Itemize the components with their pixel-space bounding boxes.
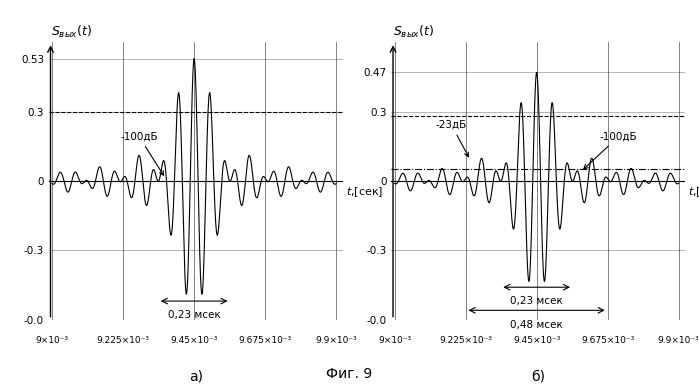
- Text: 9.45×10⁻³: 9.45×10⁻³: [513, 336, 561, 345]
- Text: 0,48 мсек: 0,48 мсек: [510, 320, 563, 330]
- Text: 9×10⁻³: 9×10⁻³: [36, 336, 69, 345]
- Text: 9.225×10⁻³: 9.225×10⁻³: [96, 336, 150, 345]
- Text: -23дБ: -23дБ: [435, 120, 468, 157]
- Text: 9.675×10⁻³: 9.675×10⁻³: [238, 336, 291, 345]
- Text: $t$,[сек]: $t$,[сек]: [346, 186, 383, 199]
- Text: $t$,[сек]: $t$,[сек]: [689, 186, 699, 199]
- Text: -100дБ: -100дБ: [120, 131, 164, 175]
- Text: 9.9×10⁻³: 9.9×10⁻³: [315, 336, 357, 345]
- Text: 9.45×10⁻³: 9.45×10⁻³: [171, 336, 218, 345]
- Text: $S_{вых}(t)$: $S_{вых}(t)$: [393, 23, 434, 40]
- Text: Фиг. 9: Фиг. 9: [326, 367, 373, 381]
- Text: 0,23 мсек: 0,23 мсек: [168, 310, 220, 320]
- Text: -100дБ: -100дБ: [584, 131, 637, 169]
- Text: 9×10⁻³: 9×10⁻³: [378, 336, 411, 345]
- Text: $S_{вых}(t)$: $S_{вых}(t)$: [50, 23, 92, 40]
- Text: б): б): [531, 370, 545, 383]
- Text: 0,23 мсек: 0,23 мсек: [510, 296, 563, 306]
- Text: 9.225×10⁻³: 9.225×10⁻³: [439, 336, 492, 345]
- Text: а): а): [189, 370, 203, 383]
- Text: 9.675×10⁻³: 9.675×10⁻³: [581, 336, 634, 345]
- Text: 9.9×10⁻³: 9.9×10⁻³: [658, 336, 699, 345]
